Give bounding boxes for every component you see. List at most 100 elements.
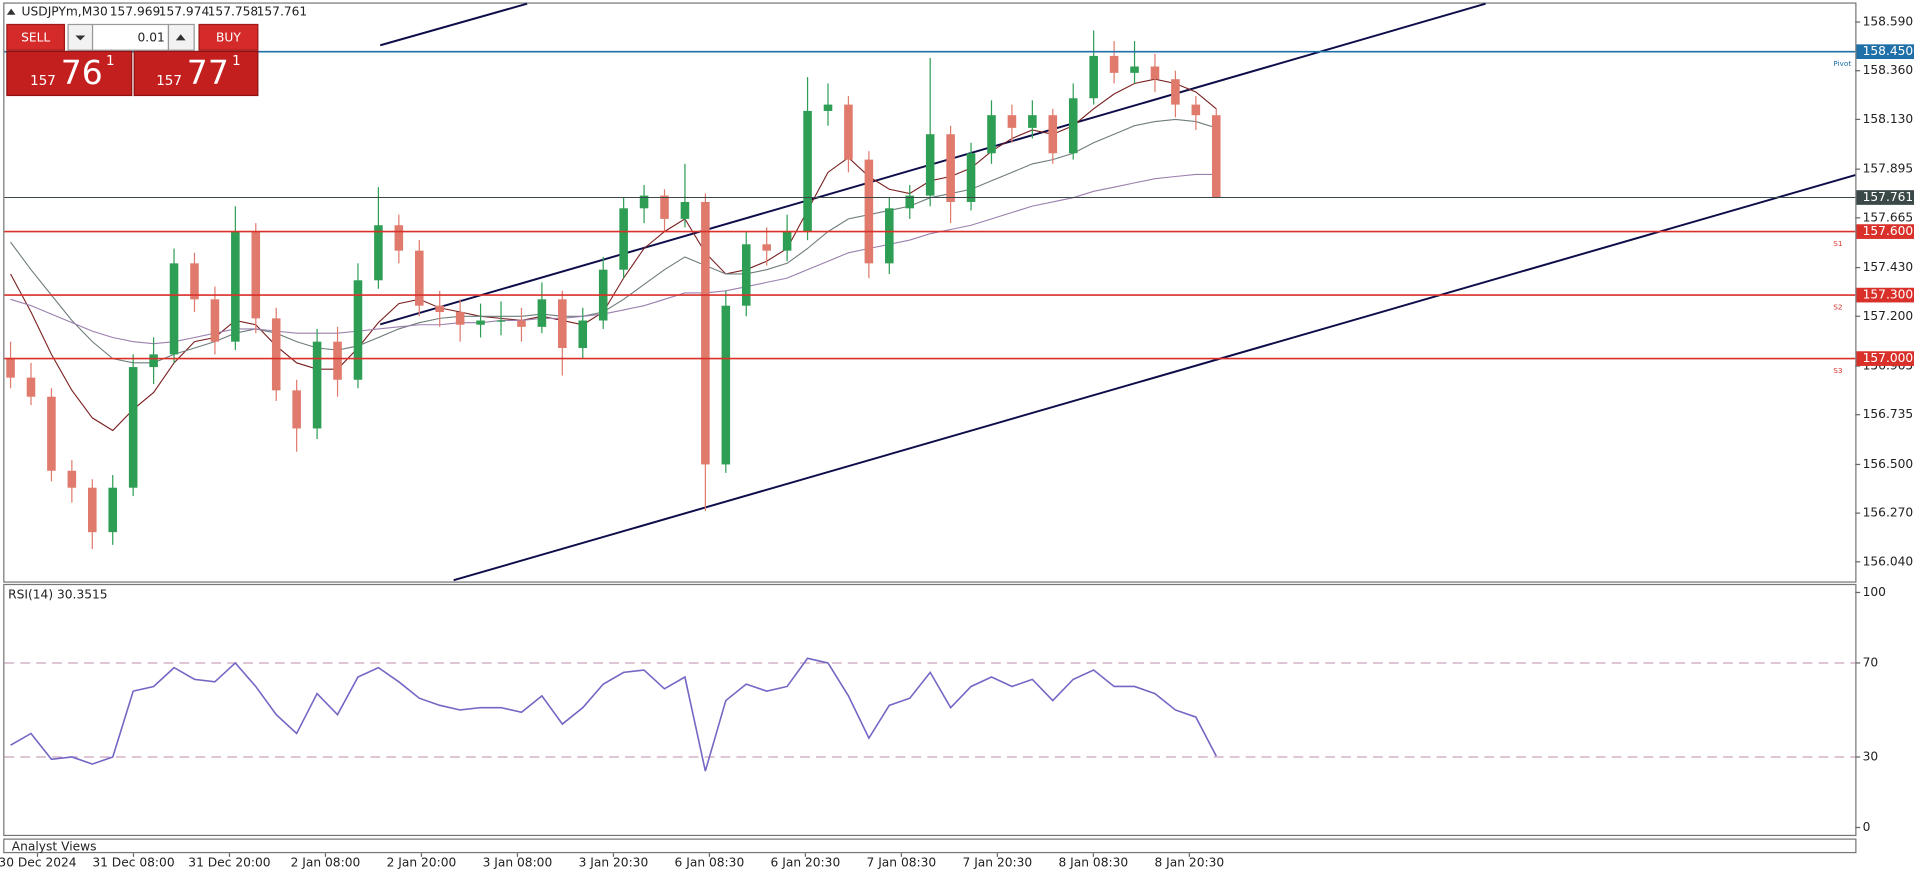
candle-body	[823, 104, 833, 111]
candle-body	[169, 263, 179, 355]
x-tick-label: 6 Jan 20:30	[771, 855, 841, 869]
y-tick-label: 157.895	[1863, 162, 1914, 176]
y-tick-label: 156.040	[1863, 554, 1914, 568]
candle-body	[966, 153, 976, 202]
indicator-title: RSI(14) 30.3515	[8, 587, 107, 601]
y-tick-label: 156.735	[1863, 407, 1914, 421]
candle-body	[925, 134, 935, 196]
buy-label[interactable]: BUY	[216, 30, 241, 44]
candle-body	[558, 299, 567, 349]
candle-body	[905, 195, 915, 209]
candle-body	[1130, 66, 1139, 73]
bid-big-figure: 157	[30, 74, 56, 89]
trendline	[453, 174, 1856, 582]
x-tick-label: 8 Jan 08:30	[1059, 855, 1129, 869]
bid-box[interactable]	[6, 50, 133, 97]
sell-label[interactable]: SELL	[21, 30, 50, 44]
candle-body	[6, 358, 15, 378]
up-arrow	[175, 34, 186, 41]
buy-button[interactable]	[198, 23, 259, 51]
x-tick-label: 31 Dec 20:00	[188, 855, 270, 869]
y-tick-label: 158.130	[1863, 112, 1914, 126]
symbol: USDJPYm,M30	[22, 5, 108, 19]
candle-body	[1191, 104, 1201, 116]
candle-body	[1150, 66, 1160, 80]
price-level-tag	[1856, 44, 1915, 60]
candle-body	[67, 470, 77, 488]
candle-body	[721, 305, 731, 465]
trendline	[379, 2, 528, 47]
sell-button[interactable]	[6, 23, 66, 51]
candle-body	[741, 244, 751, 306]
candle-body	[231, 231, 240, 342]
quote-low: 157.758	[208, 5, 259, 19]
candle-body	[1007, 115, 1017, 128]
ask-box[interactable]	[133, 50, 259, 97]
level-name: S2	[1833, 302, 1842, 311]
quote-high: 157.974	[159, 5, 210, 19]
x-tick-label: 2 Jan 08:00	[291, 855, 361, 869]
candle-body	[455, 312, 465, 325]
moving-average	[10, 118, 1217, 364]
y-tick-label: 156.270	[1863, 506, 1914, 520]
ask-fraction: 1	[232, 54, 241, 69]
price-level-tag	[1856, 287, 1915, 303]
collapse-icon[interactable]	[6, 8, 16, 15]
candle-body	[578, 320, 588, 349]
y-tick-label: 157.430	[1863, 260, 1914, 274]
plot: 158.590 158.360 158.130 157.895 157.665 157.4…	[0, 15, 1915, 869]
ask-pips: 77	[187, 53, 229, 92]
candle-body	[517, 320, 526, 327]
candle-body	[864, 159, 874, 264]
x-tick-label: 31 Dec 08:00	[92, 855, 174, 869]
y-tick-label: 156.500	[1863, 457, 1914, 471]
level-name: Pivot	[1833, 59, 1851, 68]
x-tick-label: 30 Dec 2024	[0, 855, 77, 869]
y-tick-label: 0	[1863, 820, 1871, 834]
candle-body	[1211, 115, 1221, 198]
price-panel-frame	[3, 2, 1857, 583]
candle-body	[47, 396, 56, 471]
candle-body	[374, 225, 383, 281]
candle-body	[660, 195, 669, 219]
y-tick-label: 100	[1863, 585, 1886, 599]
candle-body	[353, 280, 363, 380]
level-name: S1	[1833, 239, 1842, 248]
x-tick-label: 2 Jan 20:00	[387, 855, 457, 869]
candle-body	[26, 377, 36, 397]
candle-body	[292, 390, 301, 429]
candle-body	[435, 305, 444, 313]
bid-fraction: 1	[106, 54, 115, 69]
candle-body	[946, 134, 955, 202]
y-tick-label: 158.590	[1863, 15, 1914, 29]
price-level-label: 158.450	[1863, 44, 1914, 58]
candle-body	[885, 208, 894, 264]
candle-body	[128, 367, 138, 488]
bid-pips: 76	[61, 53, 103, 92]
candle-body	[476, 320, 485, 325]
trade-panel: SELL 0.01 BUY 157 76 1 157 77 1	[6, 23, 259, 97]
x-tick-label: 3 Jan 08:00	[483, 855, 553, 869]
candle-body	[1109, 55, 1119, 73]
x-tick-label: 3 Jan 20:30	[579, 855, 649, 869]
candle-body	[619, 208, 628, 270]
price-level-label: 157.000	[1863, 351, 1914, 365]
price-level-label: 157.761	[1863, 190, 1914, 204]
y-tick-label: 157.665	[1863, 210, 1914, 224]
candle-body	[762, 244, 771, 251]
down-arrow	[75, 35, 86, 41]
lot-input[interactable]	[91, 23, 170, 51]
rsi-line	[10, 657, 1217, 772]
candle-body	[394, 225, 404, 251]
candle-body	[1089, 55, 1098, 99]
ask-big-figure: 157	[156, 74, 182, 89]
candle-body	[1171, 79, 1180, 105]
y-tick-label: 70	[1863, 655, 1879, 669]
candle-body	[88, 487, 97, 533]
y-tick-label: 30	[1863, 749, 1879, 763]
lot-value[interactable]: 0.01	[138, 30, 165, 44]
candle-body	[803, 110, 812, 232]
